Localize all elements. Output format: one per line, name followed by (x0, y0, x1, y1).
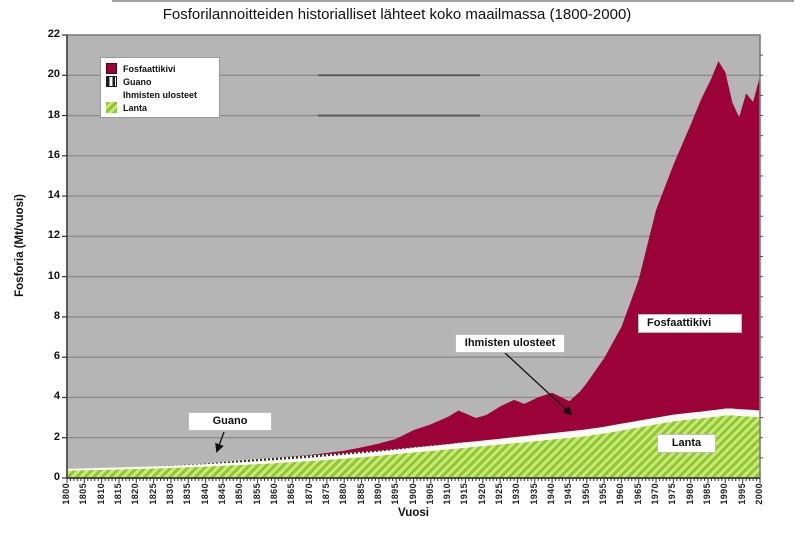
y-tick-label: 0 (53, 471, 60, 483)
x-tick-label: 1870 (303, 483, 314, 505)
lanta-swatch-icon (106, 102, 117, 113)
x-tick-label: 1985 (702, 483, 713, 505)
x-tick-label: 1850 (234, 483, 245, 505)
x-tick-label: 1865 (286, 483, 297, 505)
ihmisten-ulosteet-arrow (504, 352, 573, 416)
y-tick-label: 4 (53, 390, 60, 403)
x-tick-label: 1875 (320, 483, 331, 505)
x-tick-label: 1980 (684, 483, 695, 505)
x-tick-label: 1905 (424, 483, 435, 505)
legend-label: Guano (123, 76, 152, 87)
fosfaattikivi-annotation-label: Fosfaattikivi (638, 314, 742, 333)
x-tick-label: 1800 (61, 483, 71, 505)
x-tick-label: 1925 (494, 483, 505, 505)
x-tick-label: 1970 (650, 483, 661, 505)
fosfaattikivi-swatch-icon (106, 63, 117, 74)
x-tick-label: 1935 (528, 483, 539, 505)
x-tick-label: 1960 (615, 483, 626, 505)
x-tick-label: 1940 (546, 483, 557, 505)
x-tick-label: 1955 (598, 483, 609, 505)
guano-arrow (215, 431, 225, 453)
x-tick-label: 1825 (147, 483, 158, 505)
x-tick-label: 1945 (563, 483, 574, 505)
x-tick-label: 1890 (372, 483, 383, 505)
guano-annotation-label: Guano (188, 412, 272, 431)
x-tick-label: 1835 (182, 483, 193, 505)
y-tick-label: 6 (53, 350, 60, 363)
x-tick-label: 1995 (736, 483, 747, 505)
x-tick-label: 1900 (407, 483, 418, 505)
x-tick-label: 1805 (78, 483, 89, 505)
guano-swatch-icon (106, 76, 117, 87)
y-tick-label: 2 (53, 430, 60, 443)
chart-title: Fosforilannoitteiden historialliset läht… (162, 6, 632, 23)
legend-label: Ihmisten ulosteet (123, 89, 198, 100)
y-tick-label: 22 (47, 28, 60, 40)
x-tick-label: 1815 (112, 483, 123, 505)
x-tick-label: 1840 (199, 483, 210, 505)
y-tick-label: 10 (47, 269, 60, 282)
y-tick-label: 18 (47, 108, 60, 121)
x-tick-label: 2000 (754, 483, 764, 505)
legend-label: Fosfaattikivi (123, 63, 176, 74)
lanta-annotation-label: Lanta (657, 434, 716, 453)
x-tick-label: 1965 (632, 483, 643, 505)
x-axis-title: Vuosi (398, 507, 429, 519)
x-tick-label: 1950 (580, 483, 591, 505)
x-tick-label: 1920 (476, 483, 487, 505)
x-tick-label: 1990 (719, 483, 730, 505)
legend-item-fosfaattikivi: Fosfaattikivi (106, 62, 214, 75)
top-border-artifact (112, 0, 794, 2)
annotation-arrows (215, 352, 573, 453)
y-tick-label: 16 (47, 148, 60, 161)
x-tick-label: 1820 (130, 483, 141, 505)
legend: Fosfaattikivi Guano Ihmisten ulosteet La… (100, 57, 220, 118)
x-tick-label: 1845 (216, 483, 227, 505)
x-tick-label: 1830 (164, 483, 175, 505)
ihmisten-ulosteet-annotation-label: Ihmisten ulosteet (455, 334, 565, 353)
x-tick-label: 1895 (390, 483, 401, 505)
x-tick-label: 1880 (338, 483, 349, 505)
y-tick-label: 12 (47, 229, 60, 242)
x-tick-label: 1975 (667, 483, 678, 505)
x-tick-label: 1810 (95, 483, 106, 505)
x-tick-label: 1885 (355, 483, 366, 505)
legend-label: Lanta (123, 102, 148, 113)
x-tick-label: 1910 (442, 483, 453, 505)
area-lanta (67, 414, 760, 478)
legend-item-guano: Guano (106, 75, 214, 88)
legend-item-lanta: Lanta (106, 101, 214, 114)
legend-item-ihmisten-ulosteet: Ihmisten ulosteet (106, 88, 214, 101)
y-tick-label: 20 (47, 68, 60, 81)
x-tick-label: 1930 (511, 483, 522, 505)
x-tick-label: 1860 (268, 483, 279, 505)
y-tick-label: 14 (47, 189, 60, 202)
area-ihmisten-ulosteet (67, 408, 760, 470)
x-tick-label: 1915 (459, 483, 470, 505)
y-tick-label: 8 (53, 309, 60, 322)
x-tick-label: 1855 (251, 483, 262, 505)
y-axis-title: Fosforia (Mt/vuosi) (14, 194, 26, 297)
